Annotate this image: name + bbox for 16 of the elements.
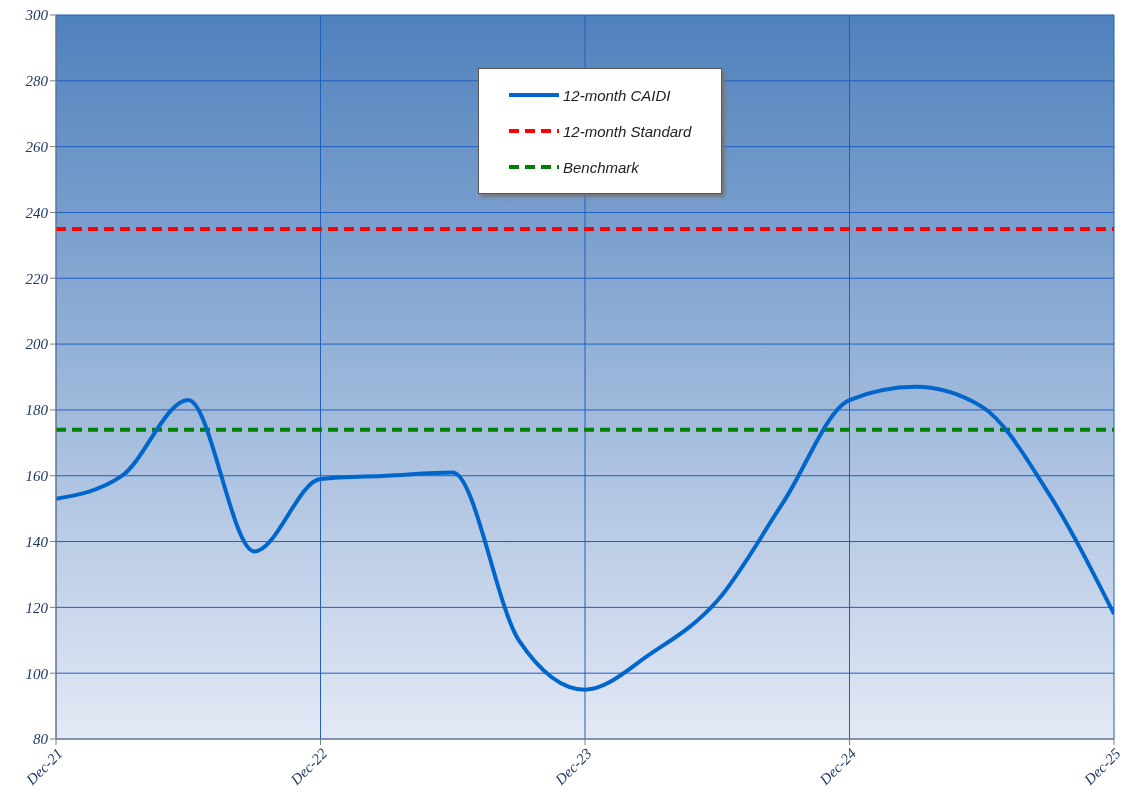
- y-tick-label: 200: [25, 336, 49, 353]
- y-tick-label: 140: [25, 533, 49, 550]
- legend-label: 12-month Standard: [563, 122, 692, 140]
- y-tick-label: 280: [25, 73, 49, 90]
- y-tick-label: 100: [25, 665, 49, 682]
- y-tick-label: 180: [25, 402, 49, 419]
- y-tick-label: 80: [33, 731, 49, 748]
- line-series: [56, 384, 1114, 692]
- legend-label: 12-month CAIDI: [563, 86, 671, 104]
- y-tick-label: 160: [25, 468, 49, 485]
- y-tick-label: 260: [25, 138, 49, 155]
- legend-label: Benchmark: [563, 158, 639, 176]
- y-tick-label: 120: [25, 599, 49, 616]
- y-tick-label: 240: [25, 204, 49, 221]
- y-tick-label: 300: [24, 7, 49, 24]
- y-tick-label: 220: [25, 270, 49, 287]
